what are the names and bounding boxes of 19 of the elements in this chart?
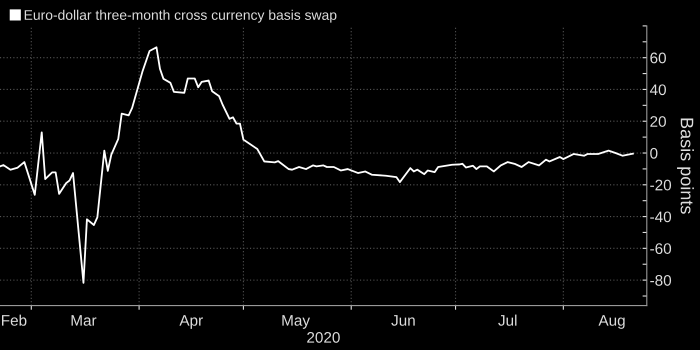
y-tick-label: -80 [650, 274, 672, 286]
y-tick-label: -20 [650, 180, 672, 190]
x-tick-label: Jul [498, 314, 516, 326]
y-tick-label: -40 [650, 211, 672, 222]
y-tick-label: 60 [650, 52, 666, 64]
x-tick-label: Apr [179, 315, 203, 329]
y-tick-label: 0 [650, 148, 658, 159]
y-tick-label: -60 [650, 243, 672, 254]
line-series [0, 46, 634, 284]
x-tick-label: Aug [598, 315, 625, 329]
y-tick-label: 20 [650, 116, 666, 127]
x-tick-label: Feb [2, 314, 26, 326]
x-axis-title: 2020 [307, 332, 340, 343]
x-tick-label: Mar [72, 315, 96, 326]
x-tick-label: Jun [391, 315, 415, 326]
y-axis-title: Basis points [677, 118, 694, 214]
y-tick-label: 40 [650, 84, 666, 96]
legend-label: Euro-dollar three-month cross currency basis swap [24, 10, 336, 23]
x-tick-label: May [282, 315, 310, 329]
